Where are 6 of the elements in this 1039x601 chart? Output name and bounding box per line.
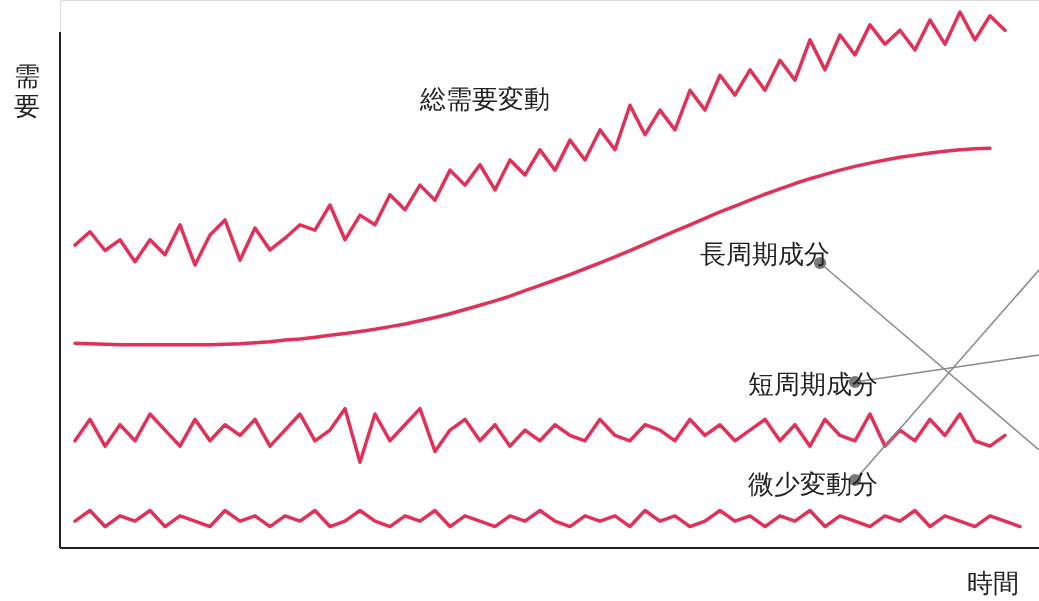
series-label: 微少変動分 bbox=[748, 469, 878, 499]
x-axis-title: 時間 bbox=[967, 568, 1019, 598]
series-label: 総需要変動 bbox=[419, 84, 550, 114]
series-label: 長周期成分 bbox=[700, 239, 830, 269]
y-axis-title: 需要 bbox=[14, 61, 40, 121]
series-label: 短周期成分 bbox=[748, 369, 878, 399]
